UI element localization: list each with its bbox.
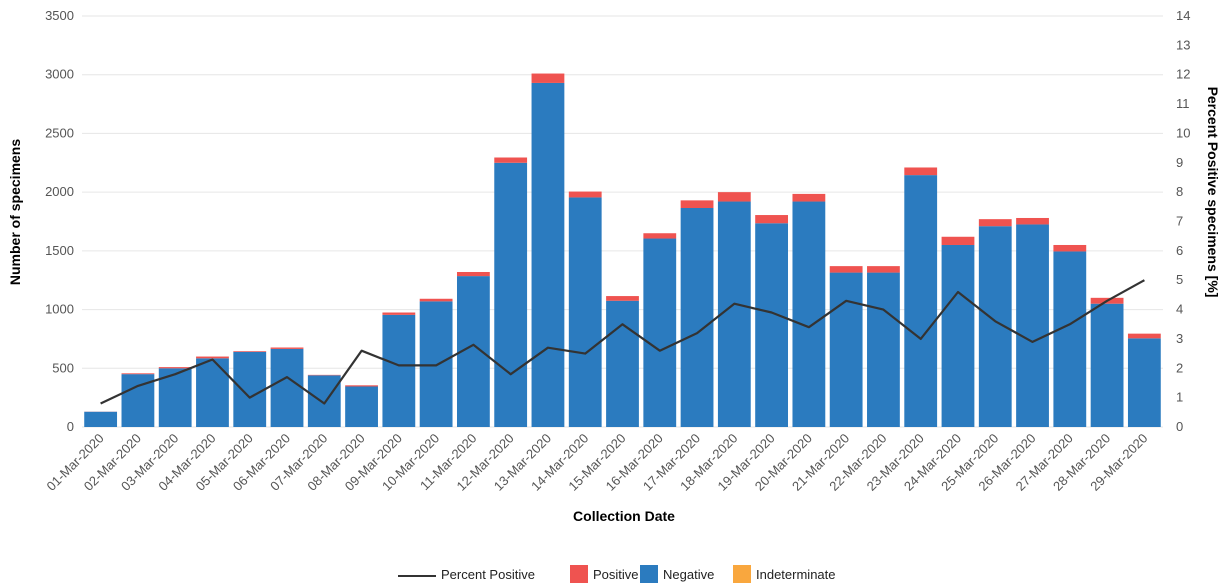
y2-tick-label: 9 bbox=[1176, 155, 1183, 170]
y2-tick-label: 1 bbox=[1176, 390, 1183, 405]
y2-tick-label: 0 bbox=[1176, 419, 1183, 434]
legend-swatch-indeterminate bbox=[733, 565, 751, 583]
bar-negative-08-Mar-2020 bbox=[345, 386, 378, 427]
bar-negative-06-Mar-2020 bbox=[270, 348, 304, 427]
bar-positive-27-Mar-2020 bbox=[1053, 244, 1087, 252]
y-tick-label: 1500 bbox=[45, 243, 74, 258]
y-tick-label: 2500 bbox=[45, 125, 74, 140]
y2-tick-label: 6 bbox=[1176, 243, 1183, 258]
bar-positive-26-Mar-2020 bbox=[1016, 217, 1049, 225]
bar-positive-21-Mar-2020 bbox=[829, 266, 863, 273]
bar-negative-05-Mar-2020 bbox=[233, 351, 267, 427]
bar-positive-11-Mar-2020 bbox=[456, 271, 490, 277]
y2-tick-label: 13 bbox=[1176, 37, 1190, 52]
percent-positive-line bbox=[100, 279, 1145, 405]
bar-positive-15-Mar-2020 bbox=[606, 296, 639, 301]
bar-negative-20-Mar-2020 bbox=[792, 201, 826, 427]
y2-tick-label: 7 bbox=[1176, 214, 1183, 229]
bar-negative-22-Mar-2020 bbox=[867, 272, 900, 427]
legend-label-negative: Negative bbox=[663, 567, 714, 582]
legend-swatch-positive bbox=[570, 565, 588, 583]
bar-positive-09-Mar-2020 bbox=[382, 312, 416, 315]
y-tick-label: 3000 bbox=[45, 67, 74, 82]
bar-positive-16-Mar-2020 bbox=[643, 233, 677, 239]
y-tick-label: 0 bbox=[67, 419, 74, 434]
bar-positive-10-Mar-2020 bbox=[419, 298, 453, 302]
y2-axis-title: Percent Positive specimens [%] bbox=[1205, 87, 1221, 298]
bar-positive-19-Mar-2020 bbox=[755, 215, 789, 224]
bar-negative-15-Mar-2020 bbox=[606, 300, 639, 427]
y2-tick-label: 14 bbox=[1176, 8, 1190, 23]
bar-positive-14-Mar-2020 bbox=[568, 191, 602, 198]
x-axis-ticks: 01-Mar-202002-Mar-202003-Mar-202004-Mar-… bbox=[44, 431, 1151, 494]
y2-tick-label: 3 bbox=[1176, 331, 1183, 346]
y2-tick-label: 5 bbox=[1176, 272, 1183, 287]
bar-positive-12-Mar-2020 bbox=[494, 157, 528, 163]
x-axis-title: Collection Date bbox=[573, 508, 675, 524]
bar-positive-05-Mar-2020 bbox=[233, 351, 267, 352]
bar-positive-24-Mar-2020 bbox=[941, 236, 975, 245]
legend-label-indeterminate: Indeterminate bbox=[756, 567, 836, 582]
bar-negative-04-Mar-2020 bbox=[196, 358, 229, 427]
bar-positive-03-Mar-2020 bbox=[158, 367, 192, 369]
bar-negative-16-Mar-2020 bbox=[643, 238, 677, 427]
legend-swatch-negative bbox=[640, 565, 658, 583]
legend: Percent Positive Positive Negative Indeterm… bbox=[398, 565, 836, 583]
y-axis-title: Number of specimens bbox=[7, 139, 23, 285]
y-tick-label: 1000 bbox=[45, 302, 74, 317]
bar-positive-22-Mar-2020 bbox=[867, 266, 900, 273]
bar-negative-26-Mar-2020 bbox=[1016, 224, 1049, 427]
y-tick-label: 500 bbox=[52, 360, 74, 375]
bar-negative-29-Mar-2020 bbox=[1127, 338, 1161, 427]
bar-positive-18-Mar-2020 bbox=[717, 192, 751, 202]
bar-negative-24-Mar-2020 bbox=[941, 244, 975, 427]
bar-positive-04-Mar-2020 bbox=[196, 356, 229, 359]
bar-negative-27-Mar-2020 bbox=[1053, 251, 1087, 427]
bar-negative-17-Mar-2020 bbox=[680, 207, 714, 427]
bar-negative-28-Mar-2020 bbox=[1090, 303, 1124, 427]
bar-positive-17-Mar-2020 bbox=[680, 200, 714, 208]
bar-negative-14-Mar-2020 bbox=[568, 197, 602, 427]
bar-negative-21-Mar-2020 bbox=[829, 272, 863, 427]
y2-tick-label: 8 bbox=[1176, 184, 1183, 199]
y2-tick-label: 4 bbox=[1176, 302, 1183, 317]
bar-negative-23-Mar-2020 bbox=[904, 175, 938, 427]
y-tick-label: 3500 bbox=[45, 8, 74, 23]
y2-tick-label: 2 bbox=[1176, 360, 1183, 375]
bar-positive-29-Mar-2020 bbox=[1127, 333, 1161, 339]
y2-tick-label: 10 bbox=[1176, 125, 1190, 140]
y2-tick-label: 11 bbox=[1176, 96, 1190, 111]
bar-negative-09-Mar-2020 bbox=[382, 314, 416, 427]
legend-label-percent-positive: Percent Positive bbox=[441, 567, 535, 582]
bars-layer bbox=[84, 73, 1161, 428]
bar-negative-07-Mar-2020 bbox=[307, 375, 341, 427]
bar-positive-13-Mar-2020 bbox=[531, 73, 565, 83]
legend-label-positive: Positive bbox=[593, 567, 639, 582]
bar-positive-25-Mar-2020 bbox=[978, 219, 1012, 227]
bar-positive-06-Mar-2020 bbox=[270, 347, 304, 349]
bar-positive-02-Mar-2020 bbox=[121, 373, 155, 375]
bar-positive-20-Mar-2020 bbox=[792, 193, 826, 202]
bar-positive-08-Mar-2020 bbox=[345, 385, 378, 387]
bar-negative-13-Mar-2020 bbox=[531, 82, 565, 427]
bar-positive-23-Mar-2020 bbox=[904, 167, 938, 176]
y-tick-label: 2000 bbox=[45, 184, 74, 199]
bar-negative-19-Mar-2020 bbox=[755, 223, 789, 427]
line-layer bbox=[100, 279, 1145, 405]
left-axis-ticks: 0 500 1000 1500 2000 2500 3000 3500 bbox=[45, 8, 74, 434]
bar-negative-18-Mar-2020 bbox=[717, 201, 751, 427]
bar-negative-01-Mar-2020 bbox=[84, 411, 118, 427]
y2-tick-label: 12 bbox=[1176, 67, 1190, 82]
bar-negative-12-Mar-2020 bbox=[494, 162, 528, 428]
